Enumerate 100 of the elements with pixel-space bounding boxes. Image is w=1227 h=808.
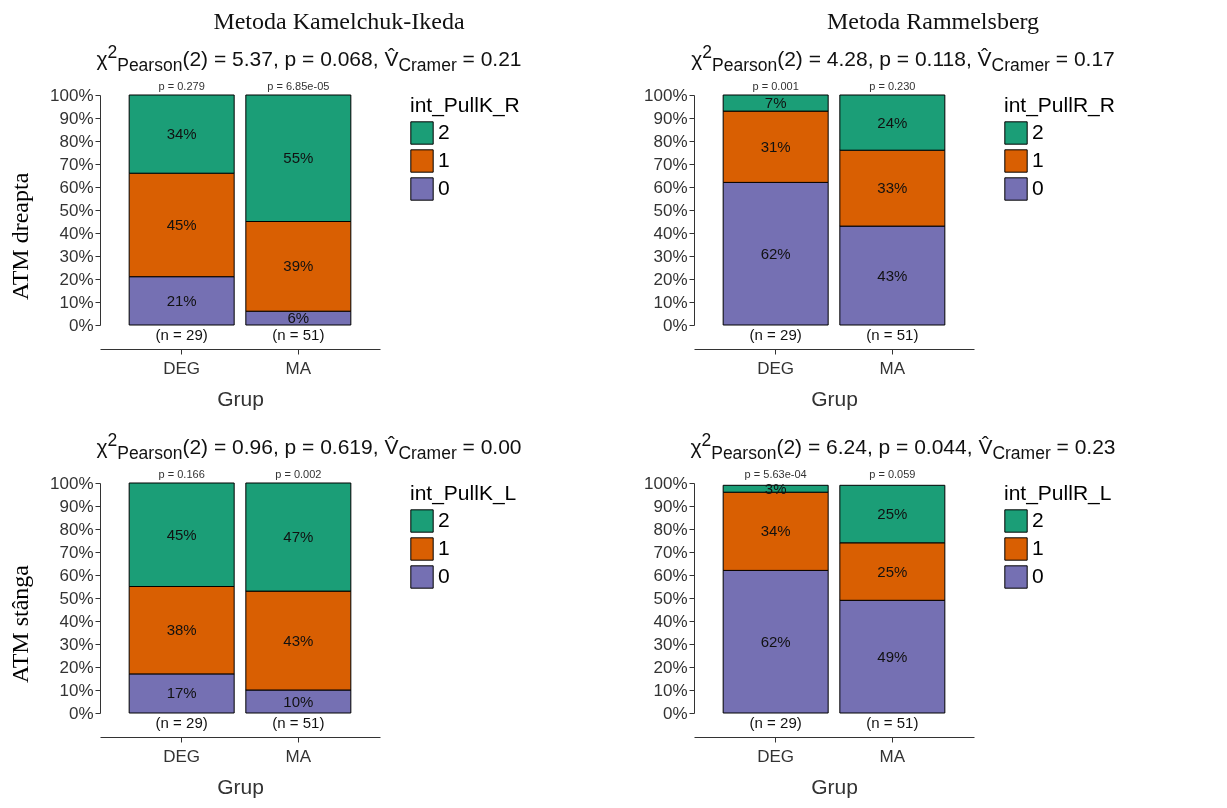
data-label: 43%	[283, 631, 314, 649]
y-tick-label: 40%	[653, 223, 688, 243]
legend-title: int_PullR_L	[1004, 481, 1112, 505]
legend-label: 1	[1032, 148, 1044, 171]
y-tick-label: 10%	[653, 680, 688, 700]
x-axis-title: Grup	[811, 386, 858, 410]
y-tick-label: 70%	[653, 154, 688, 174]
x-tick-label: DEG	[757, 358, 795, 378]
legend-title: int_PullK_R	[410, 93, 520, 117]
data-label: 21%	[166, 291, 197, 309]
annotation: p = 0.279	[158, 80, 205, 92]
y-tick-label: 0%	[662, 703, 688, 723]
data-label: 38%	[166, 621, 197, 639]
y-tick-label: 50%	[59, 200, 94, 220]
chart-subtitle: χ$^{2}$$_{Pearson}$(2) = 5.37, p = 0.068, V̂$_{Cramer}$ = 0.21	[95, 42, 523, 76]
data-label: 47%	[283, 528, 314, 546]
data-label: 7%	[764, 94, 787, 112]
legend-label: 2	[438, 508, 450, 531]
y-tick-label: 50%	[653, 200, 688, 220]
legend-label: 1	[438, 536, 450, 559]
x-tick-label: MA	[285, 358, 312, 378]
y-tick-label: 90%	[653, 496, 688, 516]
x-tick-label: MA	[879, 358, 906, 378]
y-tick-label: 60%	[653, 565, 688, 585]
data-label: 25%	[877, 562, 908, 580]
y-tick-label: 0%	[68, 703, 94, 723]
annotation: (n = 51)	[866, 326, 919, 343]
annotation: (n = 29)	[749, 326, 802, 343]
annotation: p = 0.230	[869, 80, 916, 92]
y-tick-label: 0%	[68, 315, 94, 335]
chart-subtitle: χ$^{2}$$_{Pearson}$(2) = 4.28, p = 0.118, V̂$_{Cramer}$ = 0.17	[690, 42, 1116, 76]
annotation: (n = 29)	[155, 326, 208, 343]
chart-subtitle: χ$^{2}$$_{Pearson}$(2) = 6.24, p = 0.044, V̂$_{Cramer}$ = 0.23	[689, 430, 1117, 464]
legend-label: 0	[438, 564, 450, 587]
y-tick-label: 30%	[59, 246, 94, 266]
legend-label: 0	[1032, 564, 1044, 587]
legend-title: int_PullK_L	[410, 481, 517, 505]
y-tick-label: 10%	[653, 292, 688, 312]
legend-title: int_PullR_R	[1004, 93, 1115, 117]
annotation: p = 5.63e-04	[744, 468, 807, 480]
y-tick-label: 80%	[59, 519, 94, 539]
y-tick-label: 100%	[50, 85, 94, 105]
y-tick-label: 80%	[653, 131, 688, 151]
y-axis-title: ATM dreapta	[5, 171, 34, 302]
y-tick-label: 90%	[59, 108, 94, 128]
legend-label: 1	[1032, 536, 1044, 559]
y-tick-label: 60%	[653, 177, 688, 197]
legend-label: 2	[438, 120, 450, 143]
y-tick-label: 40%	[59, 611, 94, 631]
annotation: (n = 29)	[155, 714, 208, 731]
x-tick-label: MA	[285, 746, 312, 766]
x-axis-title: Grup	[217, 386, 264, 410]
annotation: (n = 51)	[272, 714, 325, 731]
data-label: 45%	[166, 215, 197, 233]
data-label: 45%	[166, 525, 197, 543]
x-axis-title: Grup	[217, 774, 264, 798]
chart-title: Metoda Rammelsberg	[825, 8, 1041, 36]
data-label: 10%	[283, 692, 314, 710]
data-label: 6%	[287, 309, 310, 327]
data-label: 25%	[877, 505, 908, 523]
y-tick-label: 70%	[59, 154, 94, 174]
x-axis-title: Grup	[811, 774, 858, 798]
y-tick-label: 100%	[644, 473, 688, 493]
annotation: (n = 51)	[272, 326, 325, 343]
y-tick-label: 60%	[59, 177, 94, 197]
y-tick-label: 50%	[653, 588, 688, 608]
x-tick-label: DEG	[757, 746, 795, 766]
x-tick-label: DEG	[163, 746, 201, 766]
y-tick-label: 20%	[653, 657, 688, 677]
annotation: p = 0.002	[275, 468, 322, 480]
data-label: 34%	[760, 522, 791, 540]
y-tick-label: 20%	[59, 657, 94, 677]
chart-subtitle: χ$^{2}$$_{Pearson}$(2) = 0.96, p = 0.619, V̂$_{Cramer}$ = 0.00	[95, 430, 523, 464]
annotation: (n = 29)	[749, 714, 802, 731]
y-tick-label: 10%	[59, 292, 94, 312]
y-tick-label: 50%	[59, 588, 94, 608]
data-label: 34%	[166, 125, 197, 143]
annotation: p = 6.85e-05	[267, 80, 330, 92]
legend-label: 0	[438, 176, 450, 199]
y-tick-label: 70%	[653, 542, 688, 562]
annotation: p = 0.166	[158, 468, 205, 480]
data-label: 55%	[283, 149, 314, 167]
y-tick-label: 40%	[59, 223, 94, 243]
data-label: 24%	[877, 113, 908, 131]
annotation: (n = 51)	[866, 714, 919, 731]
data-label: 43%	[877, 266, 908, 284]
y-tick-label: 20%	[59, 269, 94, 289]
data-label: 39%	[283, 257, 314, 275]
data-label: 31%	[760, 137, 791, 155]
y-tick-label: 70%	[59, 542, 94, 562]
y-tick-label: 80%	[59, 131, 94, 151]
legend-label: 1	[438, 148, 450, 171]
data-label: 62%	[760, 244, 791, 262]
y-tick-label: 100%	[644, 85, 688, 105]
y-tick-label: 30%	[59, 634, 94, 654]
data-label: 49%	[877, 647, 908, 665]
data-label: 17%	[166, 684, 197, 702]
legend-label: 2	[1032, 120, 1044, 143]
legend-label: 2	[1032, 508, 1044, 531]
y-tick-label: 80%	[653, 519, 688, 539]
